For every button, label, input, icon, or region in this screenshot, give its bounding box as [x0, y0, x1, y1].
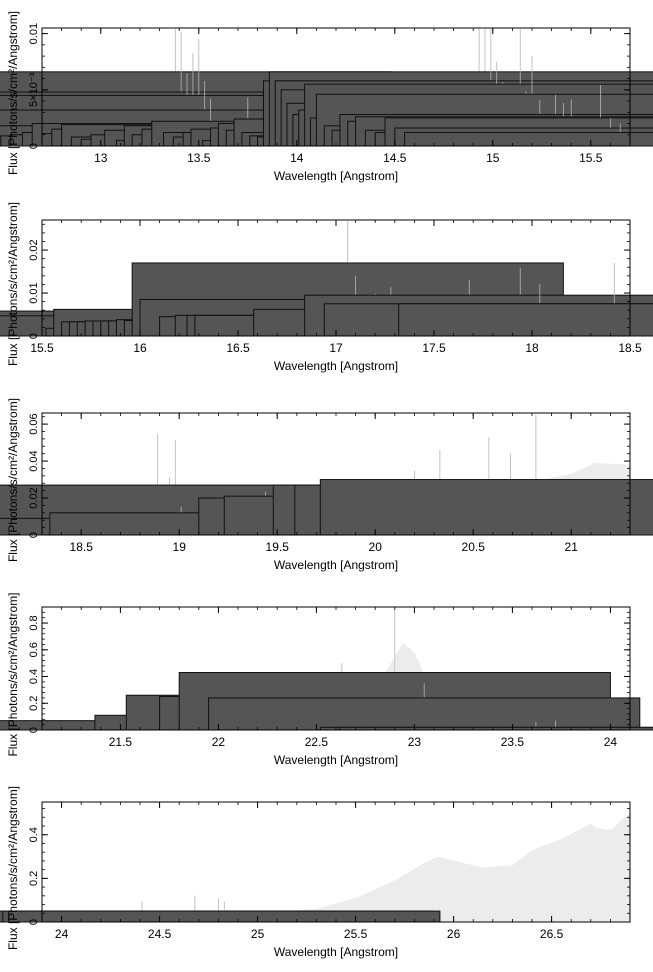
- x-tick-label: 18: [525, 341, 539, 355]
- x-tick-label: 20.5: [462, 540, 486, 554]
- x-tick-label: 24: [55, 927, 69, 941]
- y-tick-label: 0.06: [28, 413, 40, 434]
- data-bin: [319, 479, 653, 536]
- y-tick-label: 0: [28, 532, 40, 538]
- y-tick-label: 0.4: [28, 669, 40, 684]
- x-axis-label: Wavelength [Angstrom]: [274, 558, 398, 572]
- x-tick-label: 22.5: [305, 735, 329, 749]
- y-tick-label: 0: [28, 333, 40, 339]
- y-tick-label: 0.01: [28, 23, 40, 44]
- x-tick-label: 17.5: [422, 341, 446, 355]
- chart-panel-4: 21.5 22 22.5 23 23.5 24 0 0.2 0.4 0.6 0.8 Wavelengt…: [0, 592, 653, 767]
- y-tick-label: 0.02: [28, 239, 40, 260]
- y-tick-label: 0: [28, 143, 40, 149]
- y-tick-label: 0.6: [28, 642, 40, 657]
- y-axis-label: Flux [Photons/s/cm²/Angstrom]: [6, 11, 20, 175]
- y-tick-label: 0: [28, 919, 40, 925]
- x-tick-label: 19.5: [266, 540, 290, 554]
- x-tick-label: 14: [290, 151, 304, 165]
- x-tick-label: 23: [408, 735, 422, 749]
- y-tick-label: 0.04: [28, 450, 40, 471]
- y-tick-label: 0.2: [28, 696, 40, 711]
- y-axis-label: Flux [Photons/s/cm²/Angstrom]: [6, 786, 20, 950]
- chart-panel-2: 15.5 16 16.5 17 17.5 18 18.5 0 0.01 0.02 Wavelengt…: [0, 202, 653, 373]
- x-tick-label: 24: [604, 735, 618, 749]
- x-tick-label: 23.5: [501, 735, 525, 749]
- x-tick-label: 20: [369, 540, 383, 554]
- x-tick-label: 24.5: [148, 927, 172, 941]
- x-tick-label: 25.5: [344, 927, 368, 941]
- plot-frame: [41, 801, 631, 923]
- x-tick-label: 16.5: [226, 341, 250, 355]
- y-tick-label: 5×10⁻³: [28, 72, 40, 107]
- x-tick-label: 22: [212, 735, 226, 749]
- data-bin: [398, 303, 653, 337]
- x-tick-label: 26.5: [540, 927, 564, 941]
- x-tick-label: 21: [565, 540, 579, 554]
- x-tick-label: 25: [251, 927, 265, 941]
- x-tick-label: 15.5: [579, 151, 603, 165]
- x-tick-label: 16: [133, 341, 147, 355]
- y-tick-label: 0.02: [28, 487, 40, 508]
- x-axis-label: Wavelength [Angstrom]: [274, 753, 398, 767]
- x-tick-label: 19: [173, 540, 187, 554]
- chart-panel-5: 24 24.5 25 25.5 26 26.5 0 0.2 0.4 Wavelength [Ang…: [0, 786, 631, 959]
- x-tick-label: 15.5: [30, 341, 54, 355]
- x-tick-label: 15: [486, 151, 500, 165]
- y-axis-label: Flux [Photons/s/cm²/Angstrom]: [6, 398, 20, 562]
- x-tick-label: 13.5: [187, 151, 211, 165]
- x-tick-label: 14.5: [383, 151, 407, 165]
- y-tick-label: 0: [28, 727, 40, 733]
- y-tick-label: 0.2: [28, 871, 40, 886]
- x-tick-label: 18.5: [618, 341, 642, 355]
- y-tick-label: 0.01: [28, 282, 40, 303]
- x-tick-label: 18.5: [70, 540, 94, 554]
- x-tick-label: 17: [329, 341, 343, 355]
- y-axis-label: Flux [Photons/s/cm²/Angstrom]: [6, 202, 20, 366]
- x-tick-label: 21.5: [109, 735, 133, 749]
- data-bin: [208, 697, 641, 731]
- chart-panel-3: 18.5 19 19.5 20 20.5 21 0 0.02 0.04 0.06 Wavelengt…: [0, 398, 653, 572]
- x-tick-label: 13: [94, 151, 108, 165]
- chart-panel-1: 13 13.5 14 14.5 15 15.5 0 5×10⁻³ 0.01 Wavelength …: [0, 11, 653, 183]
- model-curve: [42, 813, 630, 922]
- data-bin: [404, 132, 653, 147]
- y-tick-label: 0.4: [28, 827, 40, 842]
- x-axis-label: Wavelength [Angstrom]: [274, 359, 398, 373]
- x-axis-label: Wavelength [Angstrom]: [274, 169, 398, 183]
- y-tick-label: 0.8: [28, 615, 40, 630]
- y-axis-label: Flux [Photons/s/cm²/Angstrom]: [6, 592, 20, 756]
- x-axis-label: Wavelength [Angstrom]: [274, 945, 398, 959]
- x-tick-label: 26: [447, 927, 461, 941]
